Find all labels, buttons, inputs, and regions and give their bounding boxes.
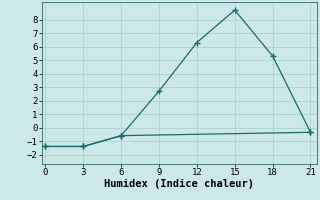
X-axis label: Humidex (Indice chaleur): Humidex (Indice chaleur): [104, 179, 254, 189]
